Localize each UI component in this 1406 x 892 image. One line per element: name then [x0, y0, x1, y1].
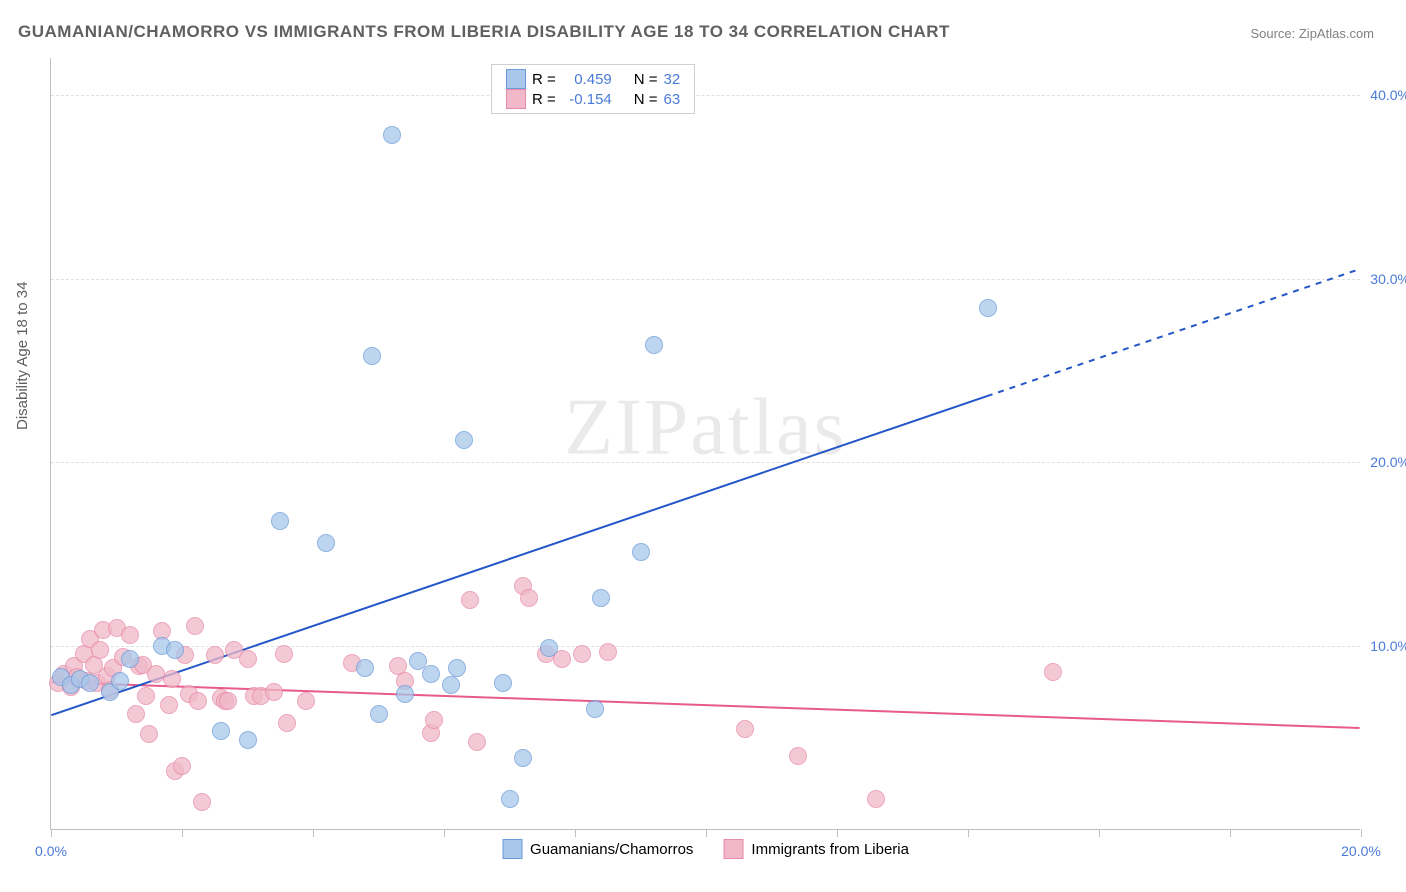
x-tick-label: 20.0%	[1341, 843, 1381, 859]
n-value-b: 63	[664, 91, 681, 108]
data-point	[422, 665, 440, 683]
data-point	[396, 685, 414, 703]
data-point	[189, 692, 207, 710]
legend-swatch-a	[506, 69, 526, 89]
legend-row-a: R = 0.459 N = 32	[506, 69, 680, 89]
data-point	[163, 670, 181, 688]
y-axis-label: Disability Age 18 to 34	[14, 282, 31, 430]
series-b-label: Immigrants from Liberia	[751, 841, 909, 858]
y-tick-label: 40.0%	[1365, 87, 1406, 103]
data-point	[91, 641, 109, 659]
data-point	[193, 793, 211, 811]
y-tick-label: 30.0%	[1365, 271, 1406, 287]
data-point	[736, 720, 754, 738]
chart-title: GUAMANIAN/CHAMORRO VS IMMIGRANTS FROM LI…	[18, 22, 950, 42]
n-label: N =	[634, 91, 658, 108]
data-point	[219, 692, 237, 710]
data-point	[111, 672, 129, 690]
data-point	[514, 749, 532, 767]
x-tick-label: 0.0%	[35, 843, 67, 859]
data-point	[137, 687, 155, 705]
data-point	[586, 700, 604, 718]
data-point	[383, 126, 401, 144]
data-point	[789, 747, 807, 765]
legend-swatch-b-icon	[723, 839, 743, 859]
plot-area: ZIPatlas 10.0%20.0%30.0%40.0% 0.0%20.0% …	[50, 58, 1360, 830]
legend-row-b: R = -0.154 N = 63	[506, 89, 680, 109]
data-point	[461, 591, 479, 609]
data-point	[121, 650, 139, 668]
data-point	[127, 705, 145, 723]
y-tick-label: 10.0%	[1365, 638, 1406, 654]
correlation-legend: R = 0.459 N = 32 R = -0.154 N = 63	[491, 64, 695, 114]
legend-item-a: Guamanians/Chamorros	[502, 839, 693, 859]
legend-item-b: Immigrants from Liberia	[723, 839, 909, 859]
data-point	[455, 431, 473, 449]
chart-container: GUAMANIAN/CHAMORRO VS IMMIGRANTS FROM LI…	[0, 0, 1406, 892]
n-label: N =	[634, 71, 658, 88]
data-point	[520, 589, 538, 607]
legend-swatch-b	[506, 89, 526, 109]
source-text: Source: ZipAtlas.com	[1250, 26, 1374, 41]
data-point	[979, 299, 997, 317]
r-value-a: 0.459	[562, 71, 612, 88]
legend-swatch-a-icon	[502, 839, 522, 859]
data-point	[271, 512, 289, 530]
data-point	[317, 534, 335, 552]
data-point	[645, 336, 663, 354]
data-point	[140, 725, 158, 743]
data-point	[275, 645, 293, 663]
data-point	[448, 659, 466, 677]
data-point	[442, 676, 460, 694]
data-point	[540, 639, 558, 657]
data-point	[173, 757, 191, 775]
data-point	[363, 347, 381, 365]
data-point	[278, 714, 296, 732]
data-point	[867, 790, 885, 808]
data-point	[297, 692, 315, 710]
r-label: R =	[532, 71, 556, 88]
data-point	[239, 650, 257, 668]
data-point	[501, 790, 519, 808]
data-point	[494, 674, 512, 692]
data-point	[632, 543, 650, 561]
data-point	[166, 641, 184, 659]
data-point	[186, 617, 204, 635]
data-point	[370, 705, 388, 723]
series-a-label: Guamanians/Chamorros	[530, 841, 693, 858]
data-point	[468, 733, 486, 751]
y-tick-label: 20.0%	[1365, 454, 1406, 470]
data-point	[1044, 663, 1062, 681]
r-label: R =	[532, 91, 556, 108]
data-point	[160, 696, 178, 714]
data-point	[121, 626, 139, 644]
data-point	[425, 711, 443, 729]
data-point	[599, 643, 617, 661]
data-point	[573, 645, 591, 663]
data-point	[147, 665, 165, 683]
data-point	[81, 674, 99, 692]
n-value-a: 32	[664, 71, 681, 88]
data-point	[265, 683, 283, 701]
data-point	[592, 589, 610, 607]
r-value-b: -0.154	[562, 91, 612, 108]
data-point	[206, 646, 224, 664]
watermark: ZIPatlas	[564, 383, 847, 474]
series-legend: Guamanians/Chamorros Immigrants from Lib…	[502, 839, 909, 859]
data-point	[239, 731, 257, 749]
data-point	[356, 659, 374, 677]
data-point	[212, 722, 230, 740]
